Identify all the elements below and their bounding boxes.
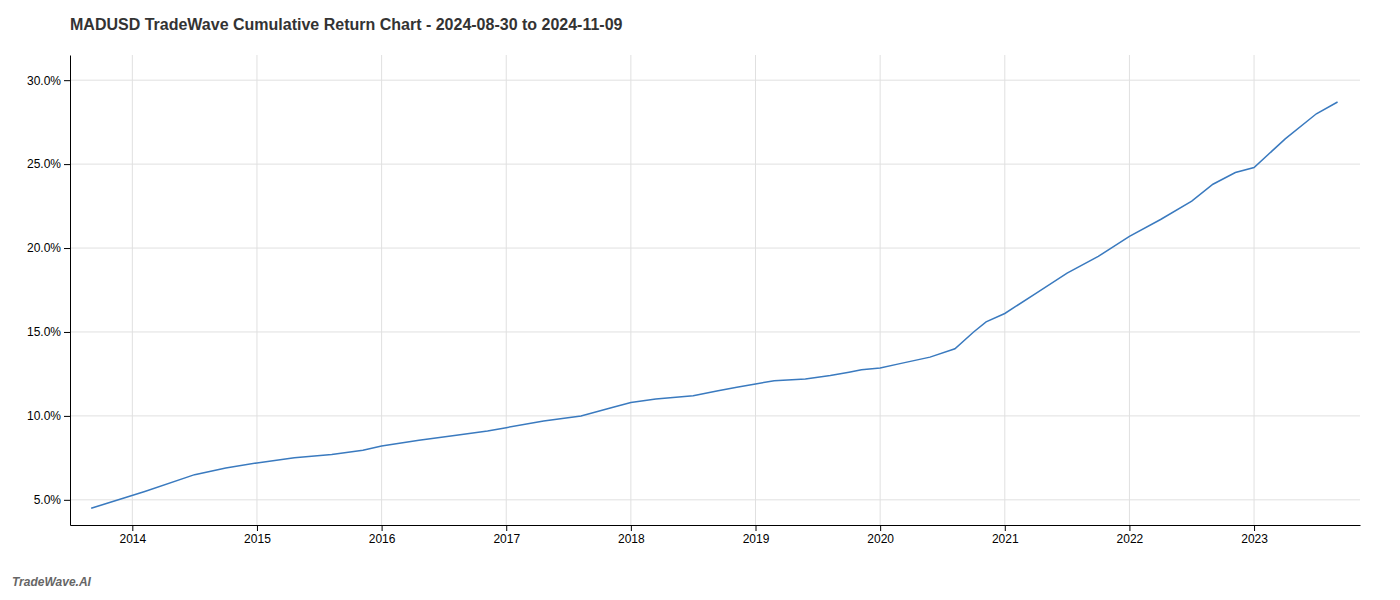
x-tick-label: 2020 <box>867 532 894 546</box>
grid-line-x <box>1254 55 1255 525</box>
grid-line-x <box>256 55 257 525</box>
y-tick: 25.0% <box>27 157 70 171</box>
y-tick: 10.0% <box>27 409 70 423</box>
x-tick-mark <box>257 525 258 531</box>
grid-line-y <box>70 164 1360 165</box>
plot-area <box>91 102 1337 508</box>
x-tick: 2021 <box>992 525 1019 546</box>
grid-line-x <box>132 55 133 525</box>
grid-line-x <box>1004 55 1005 525</box>
x-tick-label: 2021 <box>992 532 1019 546</box>
x-tick: 2014 <box>119 525 146 546</box>
x-tick-mark <box>631 525 632 531</box>
grid-line-x <box>755 55 756 525</box>
x-tick-mark <box>1005 525 1006 531</box>
x-tick: 2017 <box>493 525 520 546</box>
y-tick-mark <box>64 416 70 417</box>
grid-line-x <box>381 55 382 525</box>
y-tick-label: 10.0% <box>27 409 61 423</box>
y-tick: 20.0% <box>27 241 70 255</box>
y-tick-label: 5.0% <box>34 493 62 507</box>
x-axis: 2014 2015 2016 2017 2018 2019 2020 2021 2022 2023 <box>71 525 1361 546</box>
x-tick-label: 2018 <box>618 532 645 546</box>
grid <box>70 55 1360 525</box>
y-tick-label: 25.0% <box>27 157 61 171</box>
grid-line-x <box>880 55 881 525</box>
y-tick: 5.0% <box>34 493 70 507</box>
x-tick: 2022 <box>1117 525 1144 546</box>
grid-line-x <box>506 55 507 525</box>
y-tick-label: 20.0% <box>27 241 61 255</box>
y-tick: 15.0% <box>27 325 70 339</box>
x-tick-mark <box>880 525 881 531</box>
x-tick-label: 2015 <box>244 532 271 546</box>
y-tick-mark <box>64 500 70 501</box>
y-tick-label: 30.0% <box>27 74 61 88</box>
line <box>91 102 1337 508</box>
x-axis-line <box>71 525 1361 526</box>
x-tick-mark <box>1254 525 1255 531</box>
grid-line-y <box>70 248 1360 249</box>
y-tick: 30.0% <box>27 74 70 88</box>
x-tick-mark <box>756 525 757 531</box>
x-tick: 2023 <box>1241 525 1268 546</box>
y-axis: 5.0% 10.0% 15.0% 20.0% 25.0% 30.0% <box>27 56 71 526</box>
x-tick-label: 2017 <box>493 532 520 546</box>
x-tick-label: 2019 <box>743 532 770 546</box>
x-tick-mark <box>1129 525 1130 531</box>
x-tick-label: 2022 <box>1117 532 1144 546</box>
y-tick-mark <box>64 164 70 165</box>
x-tick-label: 2014 <box>119 532 146 546</box>
x-tick-label: 2023 <box>1241 532 1268 546</box>
x-tick-mark <box>132 525 133 531</box>
grid-line-y <box>70 331 1360 332</box>
y-axis-line <box>70 56 71 526</box>
y-tick-label: 15.0% <box>27 325 61 339</box>
x-tick: 2016 <box>369 525 396 546</box>
x-tick-mark <box>382 525 383 531</box>
x-tick-label: 2016 <box>369 532 396 546</box>
y-tick-mark <box>64 80 70 81</box>
grid-line-x <box>630 55 631 525</box>
grid-line-y <box>70 415 1360 416</box>
x-tick: 2020 <box>867 525 894 546</box>
grid-line-y <box>70 499 1360 500</box>
grid-line-x <box>1129 55 1130 525</box>
x-tick: 2015 <box>244 525 271 546</box>
x-tick: 2019 <box>743 525 770 546</box>
annotation: TradeWave.AI <box>12 575 92 589</box>
grid-line-y <box>70 80 1360 81</box>
x-tick: 2018 <box>618 525 645 546</box>
title: MADUSD TradeWave Cumulative Return Chart… <box>70 16 623 33</box>
y-tick-mark <box>64 248 70 249</box>
chart: 2014 2015 2016 2017 2018 2019 2020 2021 2022 2023… <box>0 0 1400 600</box>
x-tick-mark <box>506 525 507 531</box>
y-tick-mark <box>64 332 70 333</box>
